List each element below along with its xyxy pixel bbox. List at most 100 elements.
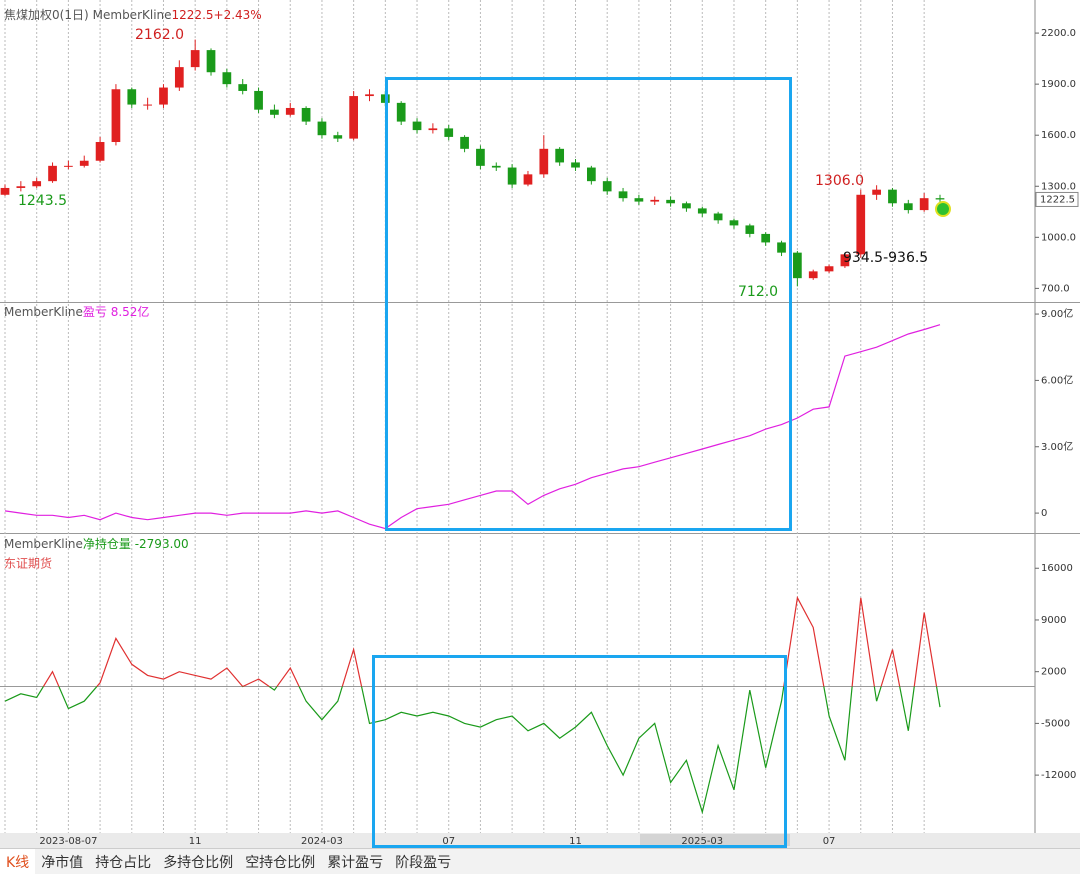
title: 焦煤加权0(1日): [4, 8, 89, 22]
candle-body: [333, 135, 343, 139]
tab[interactable]: 累计盈亏: [327, 855, 384, 871]
last-price-box: [1035, 191, 1079, 207]
y-tick-label: -5000: [1041, 718, 1070, 729]
tab-bar: K线 净市值 持仓占比 多持仓比例 空持仓比例 累计盈亏 阶段盈亏: [0, 848, 1080, 874]
y-tick-label: 3.00亿: [1041, 440, 1073, 453]
annotation: 934.5-936.5: [843, 250, 928, 266]
y-tick-label: 1300.0: [1041, 181, 1076, 192]
candle-body: [523, 174, 533, 185]
candle-body: [79, 160, 89, 166]
x-tick-label: 2023-08-07: [39, 836, 97, 847]
candle-body: [919, 198, 929, 211]
candle-body: [159, 87, 168, 105]
chart: 2023-08-07 11 2024-03 07 11 2025-03 07 2200.0 19…: [0, 0, 1080, 848]
candle-body: [365, 94, 374, 97]
candle-body: [539, 148, 549, 175]
y-tick-label: 0: [1041, 508, 1047, 519]
candle-body: [618, 191, 628, 199]
candle-body: [301, 107, 311, 122]
candle-body: [412, 121, 422, 131]
series-line: [4, 324, 941, 530]
annotation: 712.0: [738, 284, 778, 300]
candle-body: [143, 104, 152, 106]
subtitle: 净持仓量 -2793.00: [83, 536, 189, 551]
candle-body: [602, 181, 612, 192]
candle-body: [856, 194, 866, 255]
candle-body: [190, 50, 200, 68]
candle-body: [95, 142, 105, 161]
y-tick-label: 700.0: [1041, 283, 1070, 294]
broker-note: 东证期货: [4, 556, 52, 571]
candle-body: [682, 203, 691, 209]
y-tick-label: 16000: [1041, 563, 1073, 574]
candle-body: [444, 128, 454, 137]
candle-body: [713, 213, 723, 221]
candle-body: [285, 107, 295, 115]
header: MemberKline盈亏 8.52亿: [4, 304, 149, 319]
subtitle: 盈亏 8.52亿: [83, 304, 150, 319]
candle-body: [808, 271, 818, 279]
header: 焦煤加权0(1日) MemberKline1222.5+2.43%: [4, 8, 262, 22]
candle-body: [729, 220, 739, 226]
candle-body: [222, 72, 232, 85]
x-tick-label: 07: [442, 836, 455, 847]
tab[interactable]: 空持仓比例: [245, 855, 316, 871]
candle-body: [238, 84, 248, 91]
x-tick-label: 2025-03: [681, 836, 723, 847]
tab[interactable]: 净市值: [41, 855, 84, 871]
candle-body: [64, 165, 73, 167]
y-tick-label: 9000: [1041, 615, 1066, 626]
candle-body: [586, 167, 596, 182]
candle-body: [0, 187, 10, 195]
candle-body: [935, 198, 945, 200]
annotation: 1306.0: [815, 173, 864, 189]
candle-body: [127, 89, 137, 105]
candle-body: [650, 199, 660, 202]
y-tick-label: 1000.0: [1041, 232, 1076, 243]
candle-body: [872, 189, 881, 195]
candle-body: [555, 148, 565, 163]
candle-body: [777, 242, 786, 253]
candle-body: [270, 109, 279, 115]
candle-body: [903, 203, 913, 211]
highlight-box: [385, 77, 792, 531]
candle-body: [206, 50, 216, 73]
y-tick-label: 9.00亿: [1041, 307, 1073, 320]
plot: 2023-08-07 11 2024-03 07 11 2025-03 07 2200.0 19…: [0, 27, 1079, 847]
background: [0, 0, 1080, 848]
y-tick-label: -12000: [1041, 770, 1076, 781]
candle-body: [761, 233, 771, 243]
candle-body: [840, 254, 850, 267]
x-tick-label: 2024-03: [301, 836, 343, 847]
title: MemberKline: [4, 305, 83, 319]
candle-body: [824, 266, 834, 272]
tab[interactable]: 多持仓比例: [163, 855, 234, 871]
candle-body: [428, 128, 438, 131]
candle-body: [666, 199, 675, 204]
highlight-box: [372, 655, 787, 848]
candle-body: [793, 252, 802, 279]
quote: 1222.5+2.43%: [172, 8, 262, 22]
candle-body: [349, 96, 359, 139]
y-tick-label: 2200.0: [1041, 28, 1076, 39]
candle-body: [111, 89, 121, 143]
annotation: 1243.5: [18, 193, 67, 209]
x-tick-label: 11: [569, 836, 582, 847]
scroll-thumb: [640, 834, 790, 846]
candle-body: [317, 121, 327, 136]
current-marker: [935, 201, 951, 217]
tab[interactable]: 持仓占比: [95, 855, 152, 871]
y-tick-label: 6.00亿: [1041, 373, 1073, 386]
candle-body: [16, 186, 26, 188]
candle-body: [48, 165, 57, 182]
tab[interactable]: 阶段盈亏: [395, 855, 452, 871]
tab[interactable]: K线: [0, 849, 36, 874]
candle-body: [888, 189, 897, 204]
x-tick-label: 07: [823, 836, 836, 847]
y-tick-label: 1900.0: [1041, 79, 1076, 90]
candle-body: [507, 167, 517, 185]
candle-body: [745, 225, 755, 234]
candle-body: [634, 198, 644, 202]
candle-body: [571, 162, 580, 168]
